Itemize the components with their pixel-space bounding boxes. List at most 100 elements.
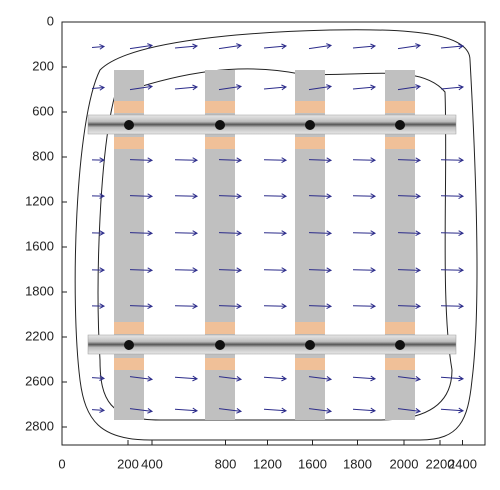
arrow [218, 193, 243, 200]
pad [295, 101, 325, 113]
arrow [91, 267, 106, 273]
arrow [218, 157, 243, 164]
arrow [352, 375, 377, 382]
pad [114, 101, 144, 113]
x-tick-label: 1600 [298, 456, 327, 471]
arrow [308, 230, 333, 237]
arrow [263, 157, 288, 163]
arrow [440, 43, 465, 50]
arrow [263, 230, 288, 236]
arrow [129, 230, 154, 237]
pad [295, 322, 325, 334]
arrow [91, 407, 106, 413]
arrow [440, 407, 465, 414]
arrow [308, 376, 333, 382]
arrow [174, 157, 199, 163]
fastener [124, 340, 134, 350]
arrow [91, 157, 106, 163]
pad [385, 101, 415, 113]
arrow [218, 267, 243, 274]
x-tick-label: 2000 [390, 456, 419, 471]
arrow [308, 408, 333, 414]
contour-outer [74, 29, 478, 441]
arrow [263, 267, 288, 273]
arrow [263, 43, 288, 50]
arrow [352, 157, 377, 163]
arrow [352, 267, 377, 273]
fastener [395, 120, 405, 130]
y-tick-label: 2600 [25, 373, 54, 388]
plot-layout [74, 29, 478, 441]
arrow [440, 303, 465, 309]
arrow [174, 407, 199, 414]
arrow [352, 230, 377, 236]
x-tick-label: 2200 [426, 456, 455, 471]
arrow [174, 303, 199, 309]
y-tick-label: 800 [32, 148, 54, 163]
pad [205, 322, 235, 334]
y-tick-label: 600 [32, 103, 54, 118]
fasteners [124, 120, 405, 350]
y-tick-label: 0 [47, 13, 54, 28]
arrow [129, 157, 154, 164]
arrow [91, 303, 106, 309]
pads [114, 101, 415, 370]
pad [114, 322, 144, 334]
arrow [129, 84, 154, 91]
pad [205, 137, 235, 149]
arrow [440, 230, 465, 236]
y-tick-label: 2800 [25, 418, 54, 433]
pad [295, 137, 325, 149]
arrow [218, 303, 243, 310]
arrow [129, 303, 154, 310]
fastener [395, 340, 405, 350]
pad [385, 322, 415, 334]
arrow [218, 43, 243, 50]
x-tick-label: 400 [141, 456, 163, 471]
pad [114, 137, 144, 149]
arrow [397, 303, 422, 310]
x-tick-label: 1800 [343, 456, 372, 471]
arrow [352, 303, 377, 309]
fastener [215, 340, 225, 350]
y-tick-label: 1200 [25, 193, 54, 208]
fastener [124, 120, 134, 130]
arrow [91, 230, 106, 236]
arrow [397, 376, 422, 382]
arrow [129, 267, 154, 274]
arrow [440, 84, 465, 91]
fastener [305, 340, 315, 350]
arrow [263, 303, 288, 309]
arrow [218, 84, 243, 91]
arrow [174, 267, 199, 273]
arrow [129, 376, 154, 382]
arrow [174, 375, 199, 382]
fastener [305, 120, 315, 130]
arrow [263, 193, 288, 199]
arrow [91, 44, 106, 50]
arrow [308, 267, 333, 274]
vector-arrows [91, 43, 465, 414]
pad [114, 358, 144, 370]
y-tick-label: 1800 [25, 283, 54, 298]
pad [205, 101, 235, 113]
arrow [352, 84, 377, 91]
arrow [308, 157, 333, 164]
arrow [91, 85, 106, 91]
arrow [174, 84, 199, 91]
arrow [440, 193, 465, 199]
arrow [352, 407, 377, 414]
arrow [397, 157, 422, 164]
arrow [397, 230, 422, 237]
arrow [263, 375, 288, 382]
x-tick-label: 800 [215, 456, 237, 471]
arrow [129, 43, 154, 50]
pad [205, 358, 235, 370]
arrow [174, 43, 199, 50]
pad [295, 358, 325, 370]
x-tick-label: 2400 [448, 456, 477, 471]
arrow [352, 43, 377, 50]
axes-frame [61, 21, 486, 446]
arrow [308, 193, 333, 200]
